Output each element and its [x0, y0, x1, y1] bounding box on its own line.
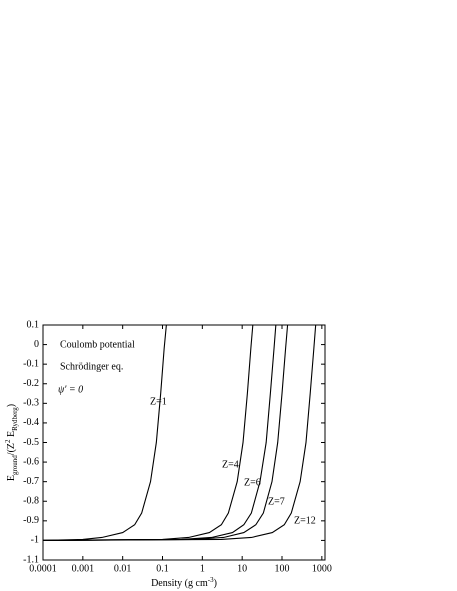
x-axis-label-part: -3: [208, 576, 214, 584]
x-tick-label: 1: [200, 563, 205, 574]
y-tick-label: -1: [31, 535, 39, 546]
y-tick-label: 0.1: [27, 319, 40, 330]
y-axis-label-part: 2: [4, 439, 12, 443]
x-axis-label: Density (g cm-3): [151, 576, 217, 590]
x-axis-label-part: ): [214, 578, 217, 589]
y-axis-label-part: E: [6, 475, 17, 481]
y-tick-label: -0.8: [23, 496, 39, 507]
x-tick-label: 0.01: [114, 563, 132, 574]
y-tick-label: -0.2: [23, 378, 39, 389]
series-label: Z=7: [268, 496, 285, 507]
y-axis-label-part: Rydberg: [11, 407, 19, 431]
curve: [42, 324, 277, 541]
plot-frame: [42, 324, 326, 561]
y-tick-label: 0: [34, 339, 39, 350]
y-axis-label: Eground/(Z2 ERydberg): [4, 404, 19, 481]
y-axis-label-part: ground: [11, 455, 19, 475]
x-tick-label: 0.0001: [29, 563, 57, 574]
y-tick-label: -0.9: [23, 515, 39, 526]
y-tick-label: -0.4: [23, 417, 39, 428]
y-tick-label: -0.1: [23, 358, 39, 369]
x-tick-label: 0.1: [156, 563, 169, 574]
x-axis-label-part: Density (g cm: [151, 578, 208, 589]
x-tick-label: 10: [237, 563, 247, 574]
x-tick-label: 1000: [312, 563, 332, 574]
y-axis-label-part: E: [6, 431, 17, 440]
curve: [42, 324, 254, 541]
y-tick-label: -1.1: [23, 554, 39, 565]
series-label: Z=1: [150, 396, 167, 407]
series-label: Z=4: [222, 459, 239, 470]
curve: [42, 324, 289, 541]
y-tick-label: -0.7: [23, 476, 39, 487]
y-tick-label: -0.5: [23, 437, 39, 448]
y-axis-label-part: /(Z: [6, 443, 17, 455]
curve: [42, 324, 167, 541]
x-tick-label: 100: [275, 563, 290, 574]
x-tick-label: 0.001: [72, 563, 95, 574]
annotation: Coulomb potential: [60, 339, 135, 350]
y-axis-label-part: ): [6, 404, 17, 407]
y-tick-label: -0.6: [23, 456, 39, 467]
annotation: ψ′ = 0: [58, 384, 83, 395]
y-tick-label: -0.3: [23, 398, 39, 409]
annotation: Schrödinger eq.: [60, 361, 123, 372]
series-label: Z=6: [244, 477, 261, 488]
curve: [42, 324, 317, 541]
series-label: Z=12: [294, 515, 316, 526]
